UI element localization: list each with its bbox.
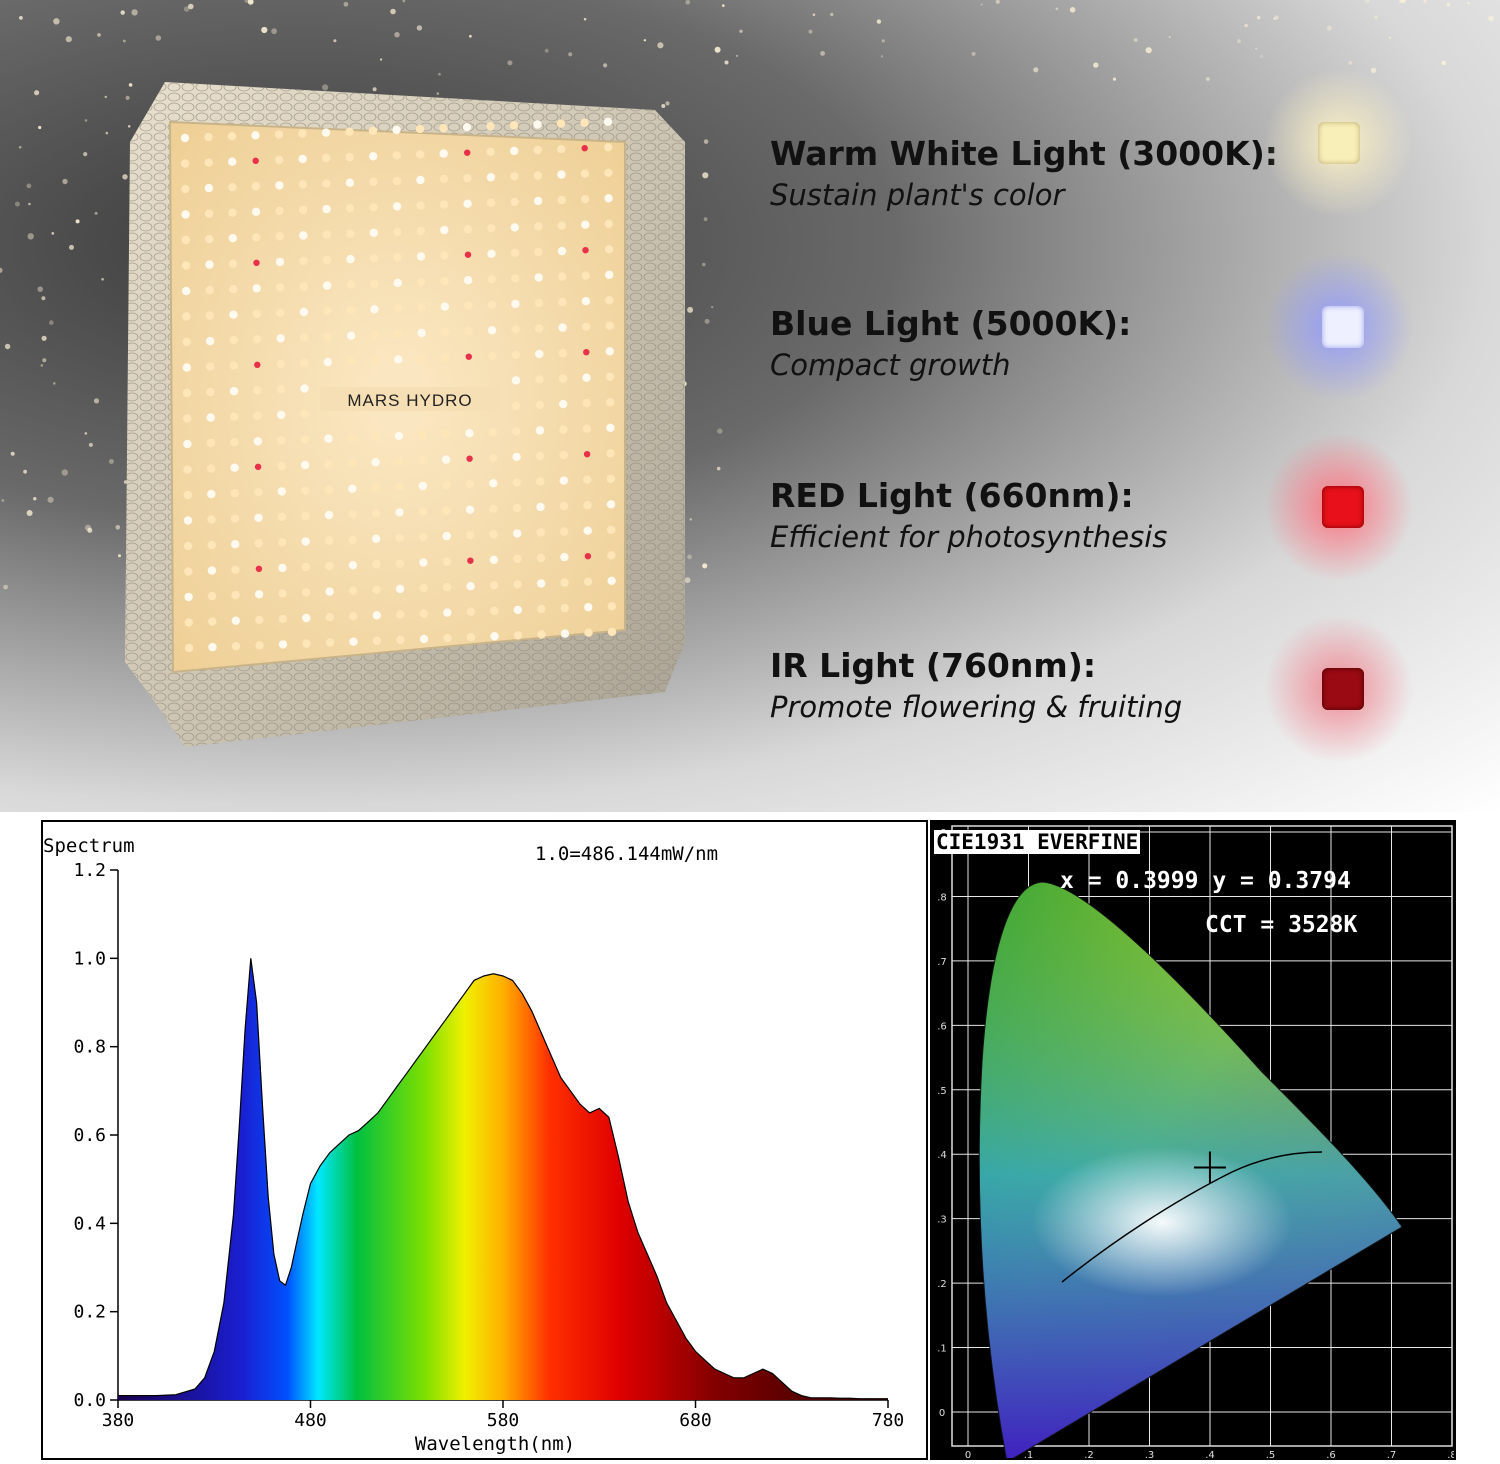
- warm-white-led-icon: [1318, 122, 1360, 164]
- spectrum-chart: Spectrum 1.0=486.144mW/nm Wavelength(nm)…: [41, 820, 928, 1460]
- cie-y-tick-label: .8: [937, 892, 947, 903]
- cie-y-tick-label: .4: [937, 1150, 947, 1161]
- cie-y-tick-label: .5: [937, 1086, 947, 1097]
- cie-y-tick-label: .1: [937, 1344, 947, 1355]
- planckian-locus: [1061, 1151, 1323, 1283]
- cie-y-tick-label: .7: [937, 957, 947, 968]
- feature-title: Blue Light (5000K):: [770, 304, 1132, 343]
- x-axis-label: Wavelength(nm): [415, 1433, 575, 1455]
- y-tick-label: 0.2: [73, 1302, 106, 1323]
- ir-led-icon: [1322, 668, 1364, 710]
- x-tick-label: 680: [679, 1410, 712, 1431]
- cie-x-tick-label: 0: [965, 1450, 971, 1460]
- cie-x-tick-label: .2: [1084, 1450, 1094, 1460]
- cie-x-tick-label: .6: [1326, 1450, 1336, 1460]
- cie-y-tick-label: .6: [937, 1021, 947, 1032]
- color-temperature: CCT = 3528K: [1205, 912, 1358, 938]
- scale-annotation: 1.0=486.144mW/nm: [535, 843, 718, 865]
- y-tick-label: 0.6: [73, 1125, 106, 1146]
- cie-x-tick-label: .4: [1205, 1450, 1215, 1460]
- y-tick-label: 0.0: [73, 1390, 106, 1411]
- red-led-icon: [1322, 486, 1364, 528]
- feature-title: Warm White Light (3000K):: [770, 134, 1278, 173]
- y-tick-label: 1.0: [73, 948, 106, 969]
- y-tick-label: 0.8: [73, 1037, 106, 1058]
- cie-x-tick-label: .3: [1145, 1450, 1155, 1460]
- feature-subtitle: Efficient for photosynthesis: [770, 520, 1168, 554]
- chromaticity-coordinates: x = 0.3999 y = 0.3794: [1060, 868, 1351, 894]
- x-tick-label: 380: [102, 1410, 135, 1431]
- panel-brand-logo: MARS HYDRO: [347, 391, 472, 410]
- spectrum-plot: Spectrum 1.0=486.144mW/nm Wavelength(nm)…: [43, 835, 905, 1455]
- cie-x-tick-label: .8: [1447, 1450, 1456, 1460]
- cie-diagram: 0.1.2.3.4.5.6.7.8.9.8.7.6.5.4.3.2.10: [937, 825, 1456, 1460]
- feature-subtitle: Compact growth: [770, 348, 1011, 382]
- spectrum-line: [118, 958, 888, 1400]
- x-tick-label: 780: [872, 1410, 905, 1431]
- spectrum-area: [118, 958, 888, 1400]
- x-tick-label: 480: [294, 1410, 327, 1431]
- x-tick-label: 580: [487, 1410, 520, 1431]
- y-axis-label: Spectrum: [43, 835, 135, 857]
- cie-x-tick-label: .7: [1387, 1450, 1397, 1460]
- cie-x-tick-label: .5: [1266, 1450, 1276, 1460]
- cie-x-tick-label: .1: [1024, 1450, 1034, 1460]
- y-tick-label: 0.4: [73, 1213, 106, 1234]
- feature-title: RED Light (660nm):: [770, 476, 1134, 515]
- cie-y-tick-label: .2: [937, 1279, 947, 1290]
- cie-title: CIE1931 EVERFINE: [934, 830, 1141, 854]
- blue-led-icon: [1322, 306, 1364, 348]
- product-hero: MARS HYDRO Warm White Light (3000K): Sus…: [0, 0, 1500, 812]
- grow-light-panel-image: MARS HYDRO: [125, 82, 685, 747]
- cie-y-tick-label: .3: [937, 1215, 947, 1226]
- cie-y-tick-label: 0: [939, 1408, 945, 1419]
- cie1931-chart: 0.1.2.3.4.5.6.7.8.9.8.7.6.5.4.3.2.10 CIE…: [930, 820, 1456, 1460]
- feature-subtitle: Sustain plant's color: [770, 178, 1065, 212]
- feature-subtitle: Promote flowering & fruiting: [770, 690, 1183, 724]
- y-tick-label: 1.2: [73, 860, 106, 881]
- feature-title: IR Light (760nm):: [770, 646, 1097, 685]
